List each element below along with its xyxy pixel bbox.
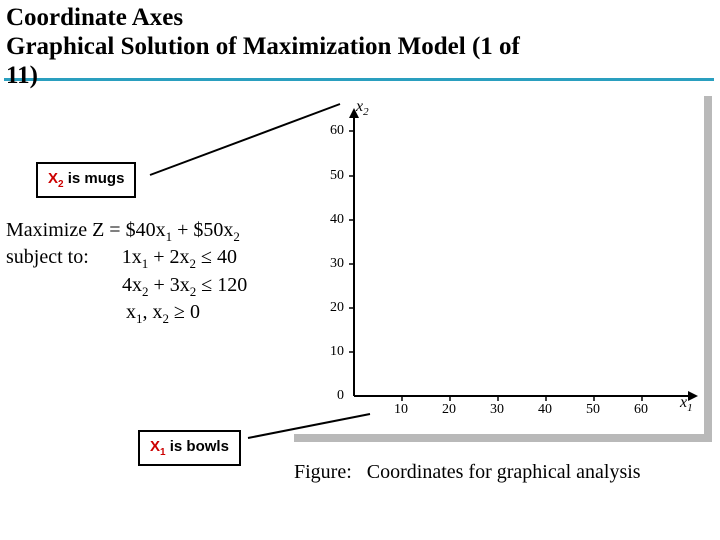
y-axis-label-sub: 2: [363, 106, 369, 118]
y-axis-label: x2: [356, 98, 369, 118]
lp-formulation: Maximize Z = $40x1 + $50x2 subject to: 1…: [6, 218, 247, 327]
x-tick-label: 40: [538, 402, 552, 418]
title-line-3: 11): [6, 62, 714, 91]
y-tick-label: 30: [330, 256, 344, 272]
lp-constraint-1: 1x1 + 2x2 ≤ 40: [122, 245, 237, 272]
lp-c1r: ≤ 40: [196, 246, 237, 268]
x-tick-label: 60: [634, 402, 648, 418]
lp-c3m: , x: [143, 301, 163, 323]
figure-caption: Figure: Coordinates for graphical analys…: [294, 460, 714, 484]
chart-area: x2 x1 60 50 40 30 20 10 0 10 20 30 40 50 60: [294, 96, 704, 434]
lp-c1a: 1x: [122, 246, 142, 268]
caption-text: Coordinates for graphical analysis: [367, 461, 641, 483]
title-block: Coordinate Axes Graphical Solution of Ma…: [0, 0, 720, 90]
x-tick-label: 30: [490, 402, 504, 418]
y-tick-label: 40: [330, 212, 344, 228]
lp-maximize-b: + $50x: [172, 219, 233, 241]
x-axis-label-sub: 1: [687, 402, 693, 414]
x-tick-label: 50: [586, 402, 600, 418]
x-tick-label: 20: [442, 402, 456, 418]
lp-constraint-3: x1, x2 ≥ 0: [126, 301, 200, 323]
lp-c2a: 4x: [122, 274, 142, 296]
lp-subject-line: subject to: 1x1 + 2x2 ≤ 40: [6, 245, 247, 272]
callout-x2-var: X: [48, 170, 58, 187]
lp-objective: Maximize Z = $40x1 + $50x2: [6, 218, 247, 245]
x-tick-label: 10: [394, 402, 408, 418]
callout-x2-text: is mugs: [64, 170, 125, 187]
lp-subject-label: subject to:: [6, 246, 89, 268]
callout-x1-var: X: [150, 438, 160, 455]
title-line-2: Graphical Solution of Maximization Model…: [6, 33, 714, 62]
lp-constraint-3-line: x1, x2 ≥ 0: [6, 300, 247, 327]
lp-maximize-s2: 2: [233, 229, 240, 244]
callout-x1-bowls: X1 is bowls: [138, 430, 241, 466]
callout-x1-text: is bowls: [166, 438, 229, 455]
y-tick-label: 20: [330, 300, 344, 316]
chart-shadow: x2 x1 60 50 40 30 20 10 0 10 20 30 40 50 60: [294, 96, 712, 442]
title-underline: [4, 78, 714, 81]
lp-constraint-2-line: 4x2 + 3x2 ≤ 120: [6, 273, 247, 300]
x-axis-label: x1: [680, 394, 693, 414]
title-line-1: Coordinate Axes: [6, 4, 714, 33]
lp-c1b: + 2x: [148, 246, 189, 268]
y-tick-label: 60: [330, 123, 344, 139]
y-tick-label: 50: [330, 168, 344, 184]
lp-maximize-a: Maximize Z = $40x: [6, 219, 166, 241]
y-tick-label: 0: [337, 388, 344, 404]
lp-c3r: ≥ 0: [169, 301, 200, 323]
y-tick-label: 10: [330, 344, 344, 360]
callout-x2-mugs: X2 is mugs: [36, 162, 136, 198]
axes-svg: [294, 96, 704, 434]
lp-c2r: ≤ 120: [196, 274, 247, 296]
lp-constraint-2: 4x2 + 3x2 ≤ 120: [122, 274, 247, 296]
lp-c2b: + 3x: [149, 274, 190, 296]
lp-c3a: x: [126, 301, 136, 323]
caption-prefix: Figure:: [294, 461, 357, 483]
